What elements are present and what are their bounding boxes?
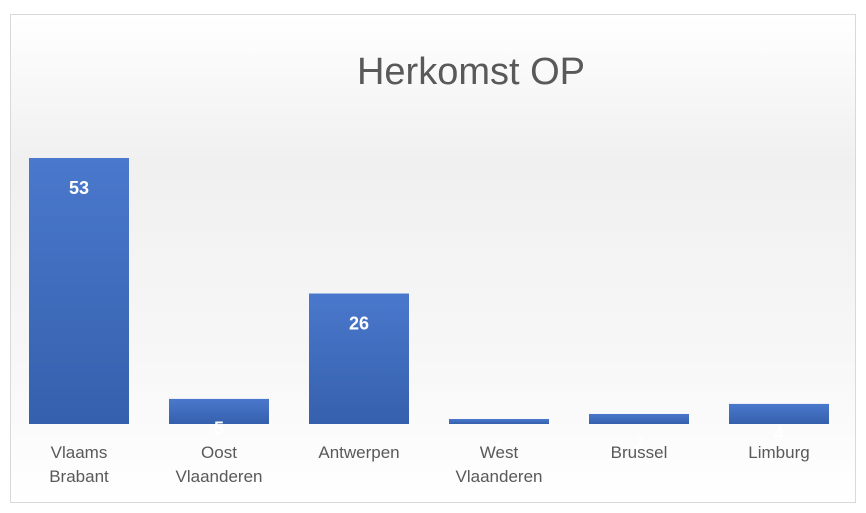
data-label: 1 [494,439,504,459]
data-label: 5 [214,419,224,439]
bar [589,413,689,424]
data-label: 4 [774,424,784,444]
bar [449,418,549,424]
chart-title: Herkomst OP [357,51,585,93]
bar [29,158,129,424]
data-label: 2 [634,434,644,454]
x-tick-label: Vlaams Brabant [49,443,109,486]
data-label: 53 [69,178,89,198]
bar [729,403,829,424]
data-label: 26 [349,313,369,333]
x-tick-label: Brussel [610,443,668,462]
bar [169,398,269,424]
bar [309,293,409,424]
x-tick-label: Antwerpen [318,443,400,462]
chart-area [10,14,856,503]
x-tick-label: West Vlaanderen [455,443,543,486]
x-tick-label: Limburg [748,443,810,462]
x-tick-label: Oost Vlaanderen [175,443,263,486]
